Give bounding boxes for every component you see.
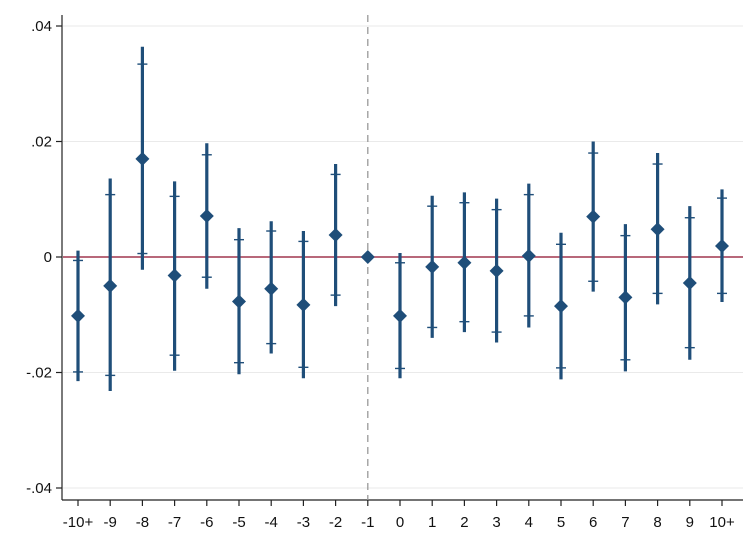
reference-lines: [63, 15, 743, 500]
point-estimate-marker: [457, 255, 472, 270]
point-estimate-marker: [425, 259, 440, 274]
coefficient--5: [232, 228, 246, 375]
x-axis-ticks: -10+ -9 -8 -7 -6 -5 -4 -3 -2 -1 0 1 2 3 4 5 6 7 8 9 10+: [63, 500, 735, 531]
y-tick-label: -.04: [26, 480, 52, 497]
point-estimate-marker: [199, 208, 214, 223]
coefficient--4: [264, 221, 279, 354]
x-tick-label: 2: [460, 514, 468, 531]
coefficient--7: [167, 181, 182, 371]
x-tick-label: 3: [492, 514, 500, 531]
coefficient--1: [360, 250, 375, 264]
x-tick-label: -9: [104, 514, 117, 531]
x-tick-label: -6: [200, 514, 213, 531]
y-tick-label: -.02: [26, 365, 52, 382]
coefficient-4: [521, 183, 536, 328]
coefficient-10+: [715, 189, 729, 303]
x-tick-label: 1: [428, 514, 436, 531]
coefficient-2: [457, 192, 472, 333]
coefficient-3: [489, 198, 504, 343]
point-estimate-marker: [264, 281, 279, 296]
point-estimate-marker: [71, 308, 85, 323]
point-estimate-marker: [328, 228, 343, 243]
y-tick-label: .04: [31, 18, 52, 35]
point-estimate-marker: [232, 294, 246, 309]
x-tick-label: 7: [621, 514, 629, 531]
x-tick-label: -1: [361, 514, 374, 531]
point-estimate-marker: [682, 275, 697, 290]
point-estimate-marker: [521, 248, 536, 263]
x-tick-label: 9: [686, 514, 694, 531]
point-estimate-marker: [167, 268, 182, 283]
point-estimate-marker: [103, 278, 118, 293]
coefficient-series: [71, 46, 729, 391]
coefficient--8: [135, 46, 150, 270]
coefficient--6: [199, 143, 214, 289]
x-tick-label: -5: [232, 514, 245, 531]
point-estimate-marker: [135, 151, 150, 166]
coefficient-5: [554, 232, 568, 380]
x-tick-label: -10+: [63, 514, 94, 531]
x-tick-label: -3: [297, 514, 310, 531]
point-estimate-marker: [650, 222, 665, 237]
x-tick-label: -4: [265, 514, 278, 531]
x-tick-label: 8: [653, 514, 661, 531]
coefficient--2: [328, 164, 343, 307]
coefficient-1: [425, 195, 440, 338]
x-tick-label: 5: [557, 514, 565, 531]
point-estimate-marker: [360, 250, 375, 264]
x-tick-label: -8: [136, 514, 149, 531]
coefficient--3: [296, 231, 311, 379]
y-tick-label: 0: [44, 249, 52, 266]
coefficient-8: [650, 153, 665, 305]
x-tick-label: 10+: [709, 514, 735, 531]
point-estimate-marker: [393, 308, 407, 323]
x-tick-label: 0: [396, 514, 404, 531]
coefficient-0: [393, 252, 407, 379]
coefficient--9: [103, 178, 118, 391]
coefficient-7: [618, 224, 633, 372]
point-estimate-marker: [554, 299, 568, 314]
point-estimate-marker: [586, 209, 601, 224]
x-tick-label: -2: [329, 514, 342, 531]
y-axis-ticks: .04 .02 0 -.02 -.04: [26, 18, 62, 497]
coefficient-9: [682, 206, 697, 360]
x-tick-label: -7: [168, 514, 181, 531]
x-tick-label: 4: [525, 514, 533, 531]
coefficient--10+: [71, 250, 85, 382]
x-tick-label: 6: [589, 514, 597, 531]
coefficient-6: [586, 141, 601, 292]
point-estimate-marker: [296, 297, 311, 312]
point-estimate-marker: [715, 239, 729, 254]
point-estimate-marker: [489, 263, 504, 278]
y-tick-label: .02: [31, 134, 52, 151]
point-estimate-marker: [618, 290, 633, 305]
